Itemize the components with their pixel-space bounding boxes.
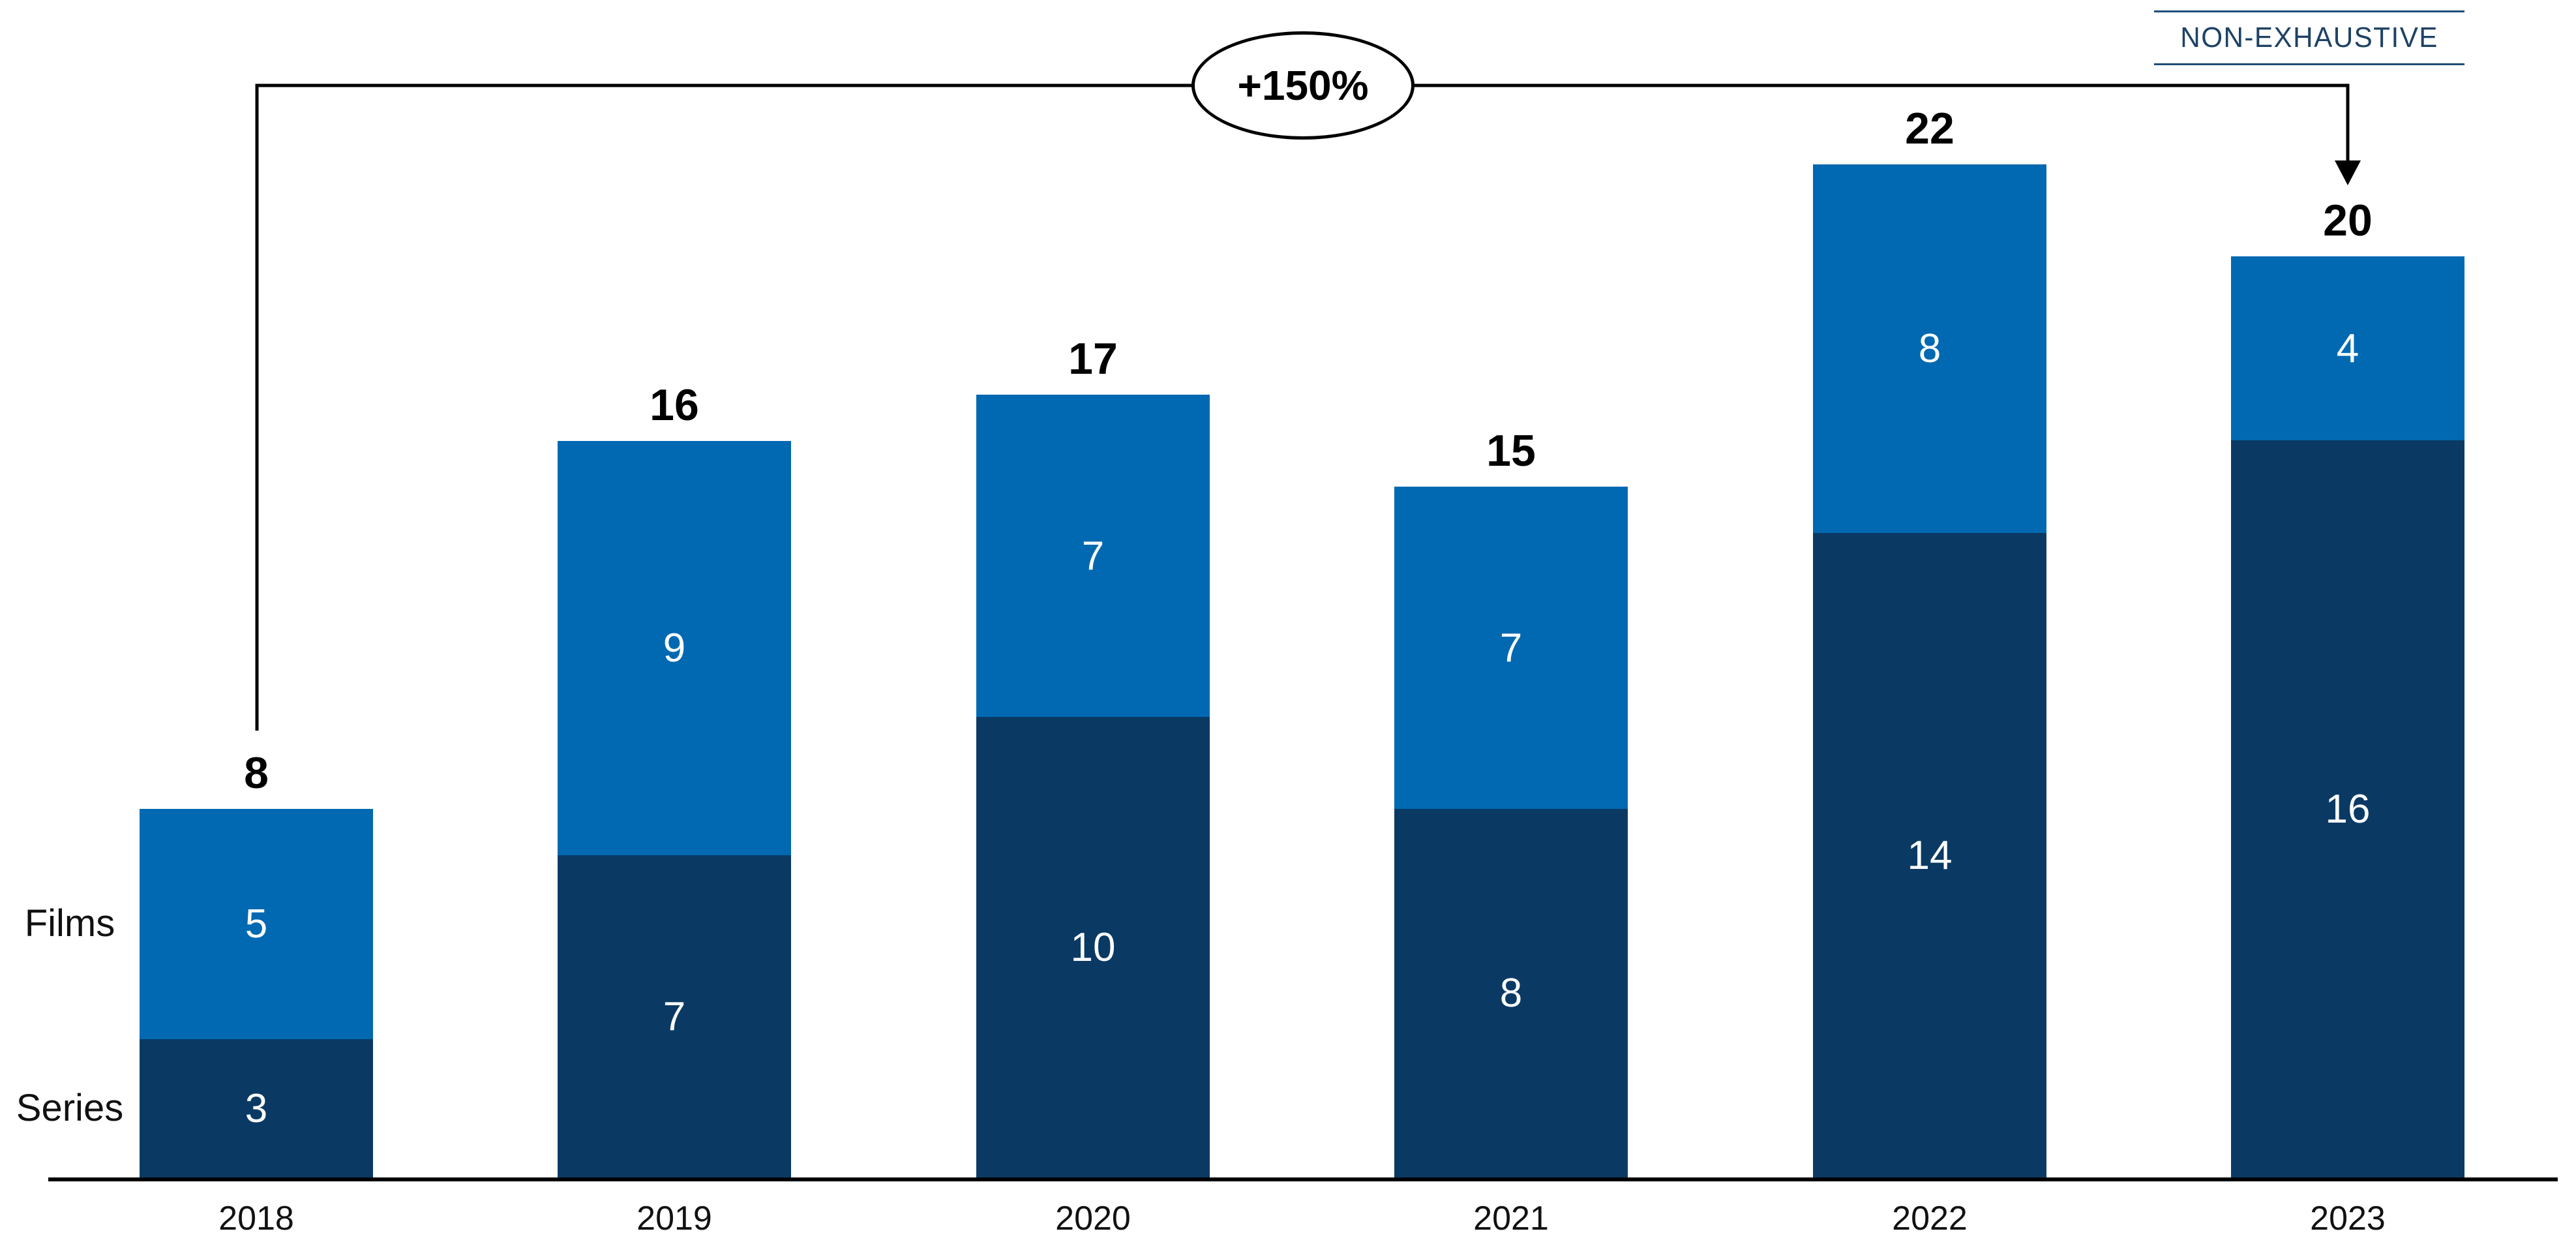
series-value-label: 10 [1070, 924, 1116, 970]
films-segment: 8 [1813, 164, 2046, 533]
series-value-label: 14 [1907, 832, 1953, 878]
series-value-label: 16 [2325, 786, 2371, 832]
bar-total-label: 17 [1068, 334, 1118, 384]
year-label: 2020 [1055, 1200, 1131, 1237]
films-value-label: 5 [245, 902, 268, 947]
x-axis-line [48, 1177, 2558, 1181]
row-label-films: Films [24, 902, 115, 945]
year-label: 2018 [218, 1200, 294, 1237]
films-value-label: 8 [1918, 326, 1941, 371]
series-value-label: 3 [245, 1085, 268, 1131]
films-segment: 4 [2231, 256, 2464, 440]
films-segment: 5 [140, 809, 373, 1039]
year-label: 2022 [1892, 1200, 1968, 1237]
films-value-label: 4 [2336, 326, 2359, 371]
bar-total-label: 16 [650, 380, 699, 430]
films-value-label: 7 [1081, 533, 1105, 579]
growth-annotation-label: +150% [1237, 62, 1369, 109]
year-label: 2021 [1473, 1200, 1549, 1237]
non-exhaustive-label: NON-EXHAUSTIVE [2180, 22, 2438, 53]
films-value-label: 7 [1499, 625, 1523, 671]
series-segment: 16 [2231, 440, 2464, 1177]
series-segment: 3 [140, 1039, 373, 1177]
year-label: 2023 [2310, 1200, 2386, 1237]
series-segment: 10 [976, 717, 1210, 1177]
series-segment: 8 [1394, 809, 1628, 1177]
growth-annotation-bubble: +150% [1191, 31, 1415, 140]
bar-total-label: 8 [244, 748, 269, 798]
row-label-series: Series [16, 1087, 124, 1129]
series-segment: 14 [1813, 533, 2046, 1177]
arrow-down-icon [2335, 160, 2361, 185]
series-value-label: 8 [1499, 971, 1523, 1016]
bar-total-label: 22 [1905, 104, 1954, 153]
films-segment: 9 [558, 441, 791, 855]
films-segment: 7 [976, 395, 1210, 717]
series-value-label: 7 [663, 994, 686, 1039]
year-label: 2019 [637, 1200, 712, 1237]
non-exhaustive-tag: NON-EXHAUSTIVE [2154, 10, 2464, 65]
bar-total-label: 15 [1486, 426, 1536, 476]
films-value-label: 9 [663, 626, 686, 671]
series-segment: 7 [558, 855, 791, 1177]
films-segment: 7 [1394, 487, 1628, 809]
bar-total-label: 20 [2323, 196, 2373, 245]
